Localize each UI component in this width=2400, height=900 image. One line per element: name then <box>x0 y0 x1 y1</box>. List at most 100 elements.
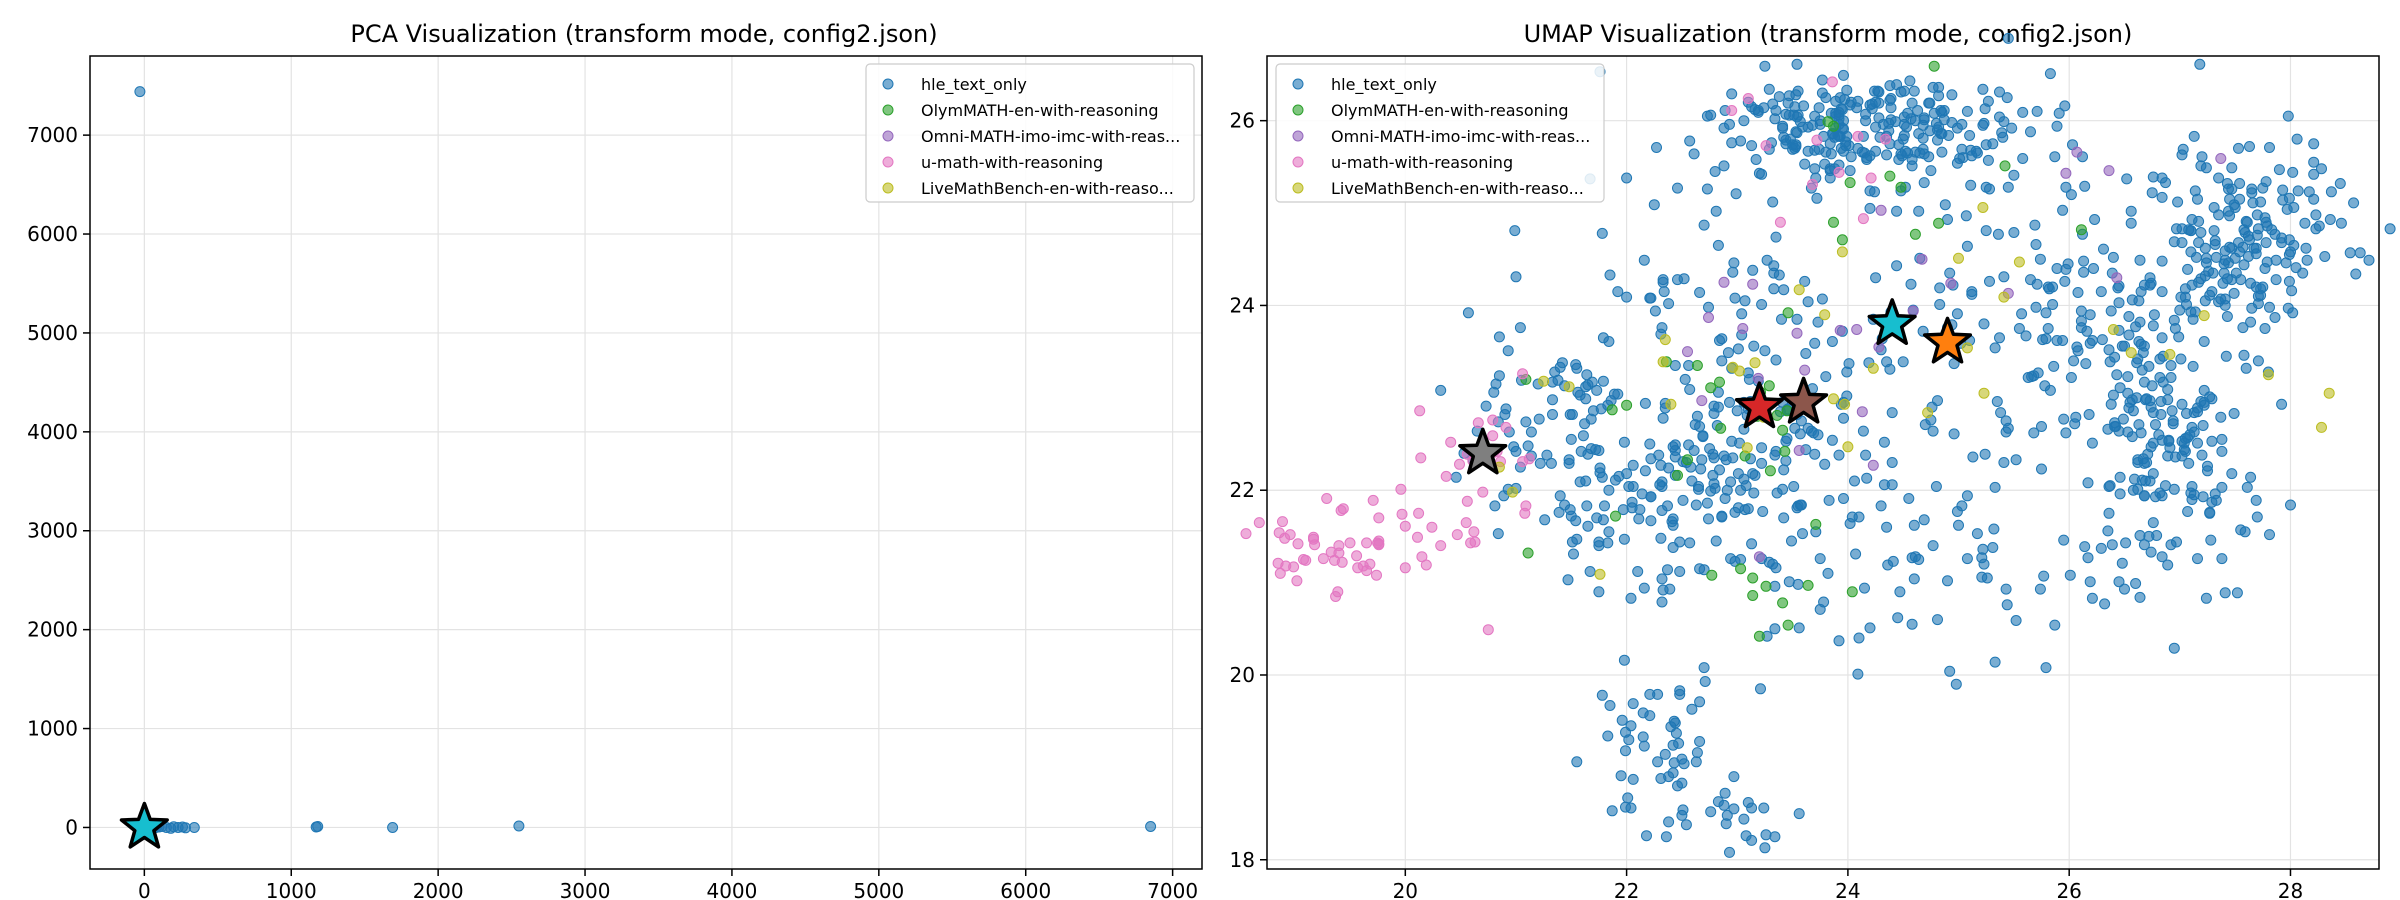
umap-point <box>1825 148 1837 160</box>
umap-point <box>2081 325 2093 337</box>
umap-point <box>1885 102 1897 114</box>
umap-point <box>1826 336 1838 347</box>
pca-legend-label-0: hle_text_only <box>921 75 1027 95</box>
umap-point <box>1799 275 1811 287</box>
umap-point <box>1695 463 1707 475</box>
umap-point <box>2002 422 2014 434</box>
umap-point <box>1691 410 1703 422</box>
umap-point <box>2205 534 2217 546</box>
umap-point <box>2016 308 2028 320</box>
umap-point <box>1414 405 1426 417</box>
umap-point <box>1645 515 1657 527</box>
umap-point <box>1778 512 1790 524</box>
umap-point <box>1760 580 1772 592</box>
umap-point <box>2213 172 2225 184</box>
umap-point <box>1670 727 1682 739</box>
umap-point <box>2103 165 2115 177</box>
umap-point <box>2226 162 2238 174</box>
umap-legend-label-2: Omni-MATH-imo-imc-with-reas... <box>1331 127 1590 146</box>
umap-point <box>2030 301 2042 313</box>
umap-point <box>2245 316 2257 328</box>
umap-point <box>1734 365 1745 377</box>
umap-point <box>1718 450 1730 462</box>
umap-point <box>2270 254 2282 266</box>
umap-highlight-star-2 <box>1458 427 1508 475</box>
umap-point <box>2240 362 2252 374</box>
umap-point <box>2150 491 2161 503</box>
umap-point <box>1731 405 1743 417</box>
umap-point <box>1705 806 1717 818</box>
umap-point <box>2276 232 2288 244</box>
umap-point <box>2017 106 2029 118</box>
umap-point <box>2235 524 2247 536</box>
umap-point <box>1522 440 1534 452</box>
umap-point <box>2277 194 2289 206</box>
umap-point <box>2282 302 2294 314</box>
umap-point <box>1719 787 1731 799</box>
umap-point <box>1617 504 1629 516</box>
umap-point <box>1709 482 1721 494</box>
umap-point <box>2196 449 2208 461</box>
umap-point <box>2044 384 2056 396</box>
umap-point <box>2242 251 2254 262</box>
umap-point <box>1594 467 1606 479</box>
umap-point <box>1928 60 1940 72</box>
umap-point <box>1565 510 1577 522</box>
umap-point <box>2140 475 2151 487</box>
umap-point <box>2078 255 2090 267</box>
umap-point <box>1333 540 1345 552</box>
umap-point <box>2235 274 2247 286</box>
umap-point <box>1769 623 1781 635</box>
umap-point <box>1982 95 1994 107</box>
umap-point <box>1627 481 1639 492</box>
umap-point <box>1869 186 1880 198</box>
umap-point <box>2060 427 2072 439</box>
umap-point <box>1942 575 1953 587</box>
umap-point <box>1655 459 1667 471</box>
umap-point <box>1618 436 1630 448</box>
umap-point <box>1980 139 1992 151</box>
umap-point <box>2044 68 2056 80</box>
umap-point <box>2002 181 2014 193</box>
umap-point <box>1562 574 1574 586</box>
umap-point <box>1769 449 1781 461</box>
umap-point <box>2150 419 2161 431</box>
umap-point <box>1556 357 1568 369</box>
umap-point <box>2088 263 2099 274</box>
umap-point <box>1793 445 1805 456</box>
umap-point <box>1522 547 1534 559</box>
umap-point <box>2190 251 2202 263</box>
umap-point <box>2123 311 2135 322</box>
umap-point <box>2172 196 2184 208</box>
umap-point <box>1240 528 1252 540</box>
umap-point <box>1502 345 1514 357</box>
umap-point <box>1793 284 1805 296</box>
umap-point <box>1939 199 1951 211</box>
umap-point <box>2059 100 2071 112</box>
umap-point <box>1853 511 1865 523</box>
umap-point <box>1627 459 1639 471</box>
umap-point <box>1849 475 1860 487</box>
umap-point <box>1716 510 1728 522</box>
umap-point <box>1627 773 1639 785</box>
umap-point <box>1994 86 2005 98</box>
pca-xtick-label-5: 5000 <box>853 879 904 900</box>
pca-xtick-label-3: 3000 <box>560 879 611 900</box>
umap-point <box>1637 707 1649 719</box>
umap-ytick-label-0: 18 <box>1230 848 1255 872</box>
umap-point <box>1582 520 1594 532</box>
umap-point <box>1707 469 1719 481</box>
umap-point <box>1361 537 1373 549</box>
umap-point <box>1976 571 1988 583</box>
umap-point <box>1656 573 1668 585</box>
umap-point <box>2186 279 2198 291</box>
umap-point <box>2084 576 2096 588</box>
umap-point <box>2031 105 2043 117</box>
umap-point <box>1834 324 1846 336</box>
umap-point <box>1703 513 1714 525</box>
umap-point <box>1965 179 1977 191</box>
umap-point <box>2192 437 2203 449</box>
pca-legend-marker-1 <box>882 104 894 116</box>
umap-point <box>1638 254 1650 266</box>
umap-point <box>2043 283 2055 295</box>
